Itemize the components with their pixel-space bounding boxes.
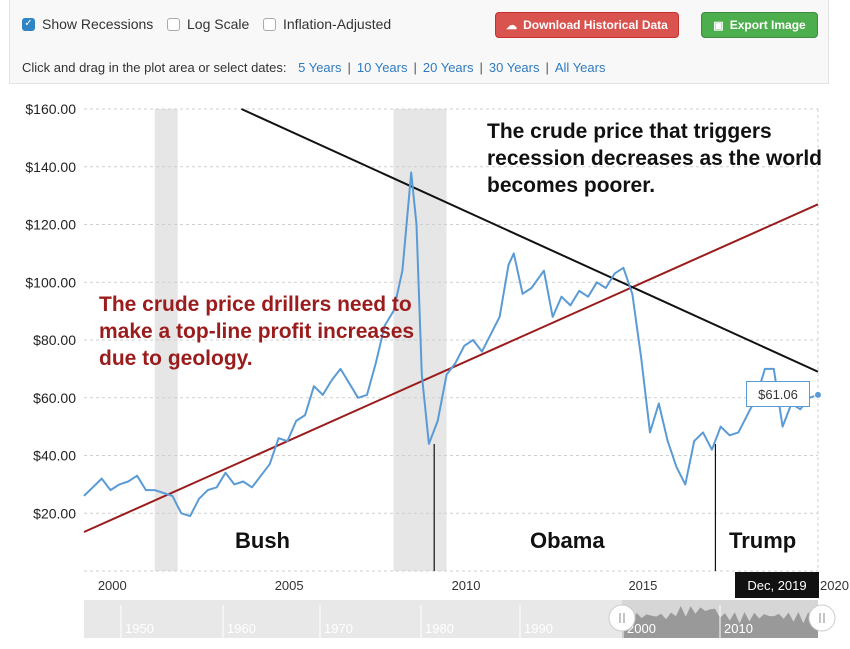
- inflation-adjusted-checkbox[interactable]: Inflation-Adjusted: [263, 14, 391, 34]
- president-label-bush: Bush: [235, 528, 290, 553]
- hint-text: Click and drag in the plot area or selec…: [22, 60, 287, 75]
- x-tick-label: 2000: [98, 578, 127, 593]
- cloud-download-icon: ☁: [506, 19, 518, 32]
- navigator-tick-label: 1960: [227, 621, 256, 636]
- x-tick-label: 2015: [628, 578, 657, 593]
- range-20-years-link[interactable]: 20 Years: [422, 60, 474, 75]
- download-historical-data-button[interactable]: ☁ Download Historical Data: [495, 12, 679, 38]
- x-tick-label: 2010: [452, 578, 481, 593]
- president-label-trump: Trump: [729, 528, 797, 553]
- y-tick-label: $40.00: [33, 448, 76, 464]
- navigator-tick-label: 1980: [425, 621, 454, 636]
- navigator-tick-label: 2000: [627, 621, 656, 636]
- show-recessions-label: Show Recessions: [42, 16, 154, 32]
- navigator-tick-label: 2010: [724, 621, 753, 636]
- log-scale-label: Log Scale: [187, 16, 250, 32]
- trendline-black: [240, 108, 819, 373]
- recession-band-0: [154, 109, 178, 571]
- navigator-right-handle[interactable]: [808, 604, 836, 632]
- recession-trigger-annotation: The crude price that triggers recession …: [487, 120, 823, 197]
- navigator-tick-label: 1970: [324, 621, 353, 636]
- chart-toolbar: ✓ Show Recessions Log Scale Inflation-Ad…: [9, 0, 829, 84]
- x-tick-label: 2005: [275, 578, 304, 593]
- last-point-marker: [814, 390, 822, 399]
- navigator-tick-label: 1950: [125, 621, 154, 636]
- x-tick-label: 2020: [820, 578, 849, 593]
- price-series-line: [83, 171, 819, 518]
- inflation-adjusted-label: Inflation-Adjusted: [283, 16, 392, 32]
- y-tick-label: $160.00: [25, 101, 76, 117]
- y-tick-label: $120.00: [25, 217, 76, 233]
- navigator-tick-label: 1990: [524, 621, 553, 636]
- president-label-obama: Obama: [530, 528, 605, 553]
- export-label: Export Image: [729, 18, 806, 32]
- y-tick-label: $100.00: [25, 274, 76, 290]
- navigator-left-handle[interactable]: [608, 604, 636, 632]
- checkbox-empty-icon: [263, 17, 276, 31]
- checkbox-empty-icon: [167, 17, 180, 31]
- driller-profit-annotation: The crude price drillers need to make a …: [99, 293, 415, 370]
- y-tick-label: $60.00: [33, 390, 76, 406]
- export-image-button[interactable]: ▣ Export Image: [701, 12, 818, 38]
- range-30-years-link[interactable]: 30 Years: [488, 60, 540, 75]
- checkmark-icon: ✓: [22, 17, 35, 31]
- range-10-years-link[interactable]: 10 Years: [356, 60, 408, 75]
- download-label: Download Historical Data: [523, 18, 668, 32]
- crosshair-date-label: Dec, 2019: [735, 572, 819, 598]
- range-5-years-link[interactable]: 5 Years: [298, 60, 342, 75]
- y-tick-label: $80.00: [33, 332, 76, 348]
- image-icon: ▣: [713, 19, 724, 32]
- date-range-hint: Click and drag in the plot area or selec…: [22, 60, 606, 75]
- show-recessions-checkbox[interactable]: ✓ Show Recessions: [22, 14, 153, 34]
- range-all-years-link[interactable]: All Years: [554, 60, 606, 75]
- y-tick-label: $140.00: [25, 159, 76, 175]
- log-scale-checkbox[interactable]: Log Scale: [167, 14, 249, 34]
- y-tick-label: $20.00: [33, 505, 76, 521]
- last-value-tooltip: $61.06: [746, 381, 810, 407]
